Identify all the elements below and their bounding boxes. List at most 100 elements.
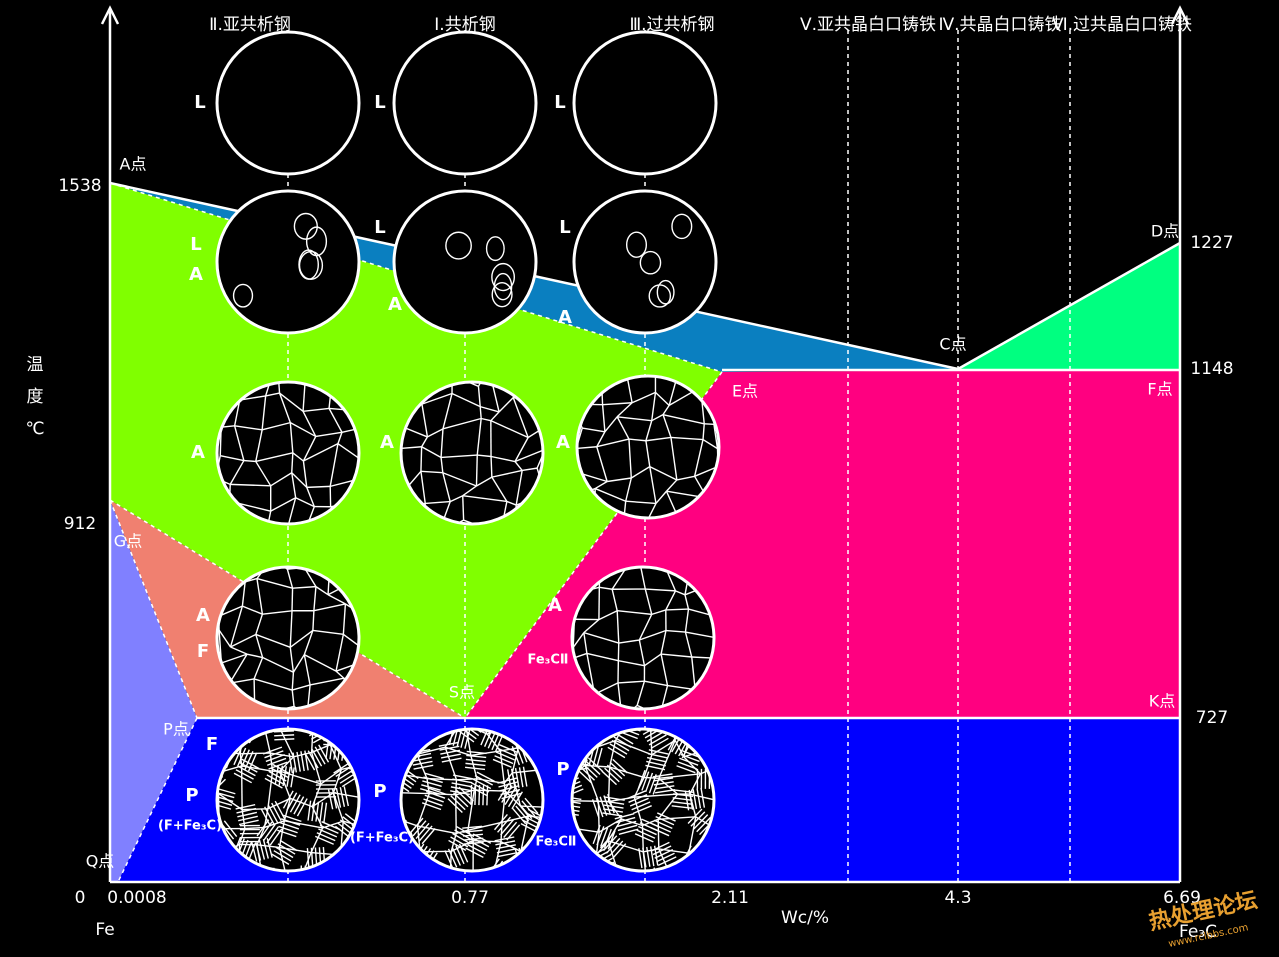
- lamella: [264, 806, 275, 825]
- lamella: [599, 832, 615, 849]
- lamella: [634, 833, 654, 843]
- grain-boundary: [441, 454, 478, 459]
- grain-boundary: [416, 746, 446, 755]
- phase-label: (F+Fe₃C): [158, 819, 222, 834]
- grain-boundary: [604, 416, 618, 433]
- lamella: [447, 798, 463, 813]
- grain-boundary: [476, 476, 493, 487]
- grain-boundary: [578, 469, 608, 483]
- phase-label: L: [374, 217, 385, 238]
- phase-label: Fe₃CⅡ: [536, 835, 577, 850]
- grain-boundary: [313, 586, 317, 611]
- lamella: [218, 799, 233, 806]
- specimen-circle: [215, 727, 361, 873]
- grain-boundary: [335, 670, 345, 679]
- lamella: [465, 847, 484, 859]
- lamella: [522, 766, 528, 787]
- lamella: [465, 762, 486, 767]
- grain-boundary: [289, 629, 314, 648]
- grain-boundary: [289, 422, 294, 453]
- grain-boundary: [456, 829, 469, 835]
- end-label: Fe₃C: [1179, 922, 1217, 942]
- lamella: [415, 822, 430, 840]
- lamella: [241, 758, 260, 770]
- lamella: [278, 825, 298, 834]
- lamella: [608, 840, 624, 857]
- grain-boundary: [644, 653, 662, 667]
- grain-boundary: [689, 793, 713, 804]
- grain-boundary: [291, 472, 308, 488]
- lamella: [494, 836, 515, 842]
- grain-boundary: [481, 417, 491, 422]
- grain-boundary: [490, 420, 529, 439]
- lamella: [335, 787, 342, 808]
- grain-boundary: [230, 483, 271, 487]
- lamella: [262, 746, 283, 755]
- grain-boundary: [286, 568, 294, 589]
- grain-boundary: [601, 404, 606, 432]
- grain-boundary: [233, 425, 245, 461]
- grain-boundary: [467, 790, 475, 831]
- lamella: [652, 845, 672, 856]
- lamella: [599, 796, 608, 816]
- grain-boundary: [625, 500, 657, 505]
- microstructure: [575, 192, 715, 332]
- grain-boundary: [255, 452, 293, 463]
- grain-boundary: [306, 684, 311, 708]
- lamella: [617, 824, 638, 832]
- grain-boundary: [515, 470, 523, 506]
- lamella: [459, 730, 477, 740]
- lamella: [279, 839, 298, 852]
- grain-boundary: [291, 588, 294, 611]
- grain-bg: [578, 377, 718, 517]
- grain-boundary: [578, 446, 597, 450]
- grain-boundary: [291, 472, 297, 498]
- lamella: [265, 753, 285, 763]
- grain-boundary: [649, 466, 678, 481]
- lamella: [440, 753, 461, 759]
- grain-boundary: [636, 704, 661, 708]
- grain-boundary: [427, 428, 444, 438]
- grain-boundary: [616, 416, 630, 440]
- lamella: [280, 818, 301, 826]
- grain-boundary: [253, 657, 264, 680]
- grain-boundary: [241, 581, 246, 607]
- grain-boundary: [514, 461, 523, 471]
- grain-boundary: [306, 487, 315, 507]
- lamella: [592, 824, 601, 845]
- grain-boundary: [221, 653, 248, 664]
- lamella: [319, 802, 324, 823]
- grain-boundary: [264, 820, 285, 829]
- grain-boundary: [449, 495, 464, 503]
- grain-boundary: [328, 408, 343, 433]
- lamella: [496, 844, 516, 850]
- lamella: [218, 803, 232, 810]
- grain-bg: [395, 192, 535, 332]
- lamella: [618, 828, 639, 835]
- grain-boundary: [464, 730, 472, 756]
- lamella: [423, 798, 443, 807]
- grain-boundary: [315, 431, 343, 438]
- lamella: [452, 774, 473, 780]
- grain-boundary: [262, 610, 293, 615]
- grain-boundary: [420, 471, 426, 504]
- specimen-circle: [215, 380, 361, 526]
- grain-boundary: [512, 397, 529, 438]
- grain-boundary: [255, 633, 291, 648]
- lamella: [466, 750, 487, 755]
- grain-boundary: [304, 653, 337, 672]
- grain-boundary: [440, 428, 444, 458]
- microstructure: [218, 568, 358, 708]
- point-label: A点: [120, 155, 147, 174]
- lamella: [506, 769, 512, 790]
- grain-boundary: [262, 656, 294, 673]
- lamella: [573, 803, 581, 809]
- lamella: [654, 849, 674, 859]
- point-label: P点: [163, 720, 189, 739]
- lamella: [258, 839, 266, 860]
- grain-boundary: [654, 391, 670, 406]
- column-header: Ⅰ.共析钢: [434, 15, 495, 35]
- grain-boundary: [617, 416, 652, 422]
- lamella: [573, 799, 581, 805]
- grain-boundary: [684, 594, 690, 610]
